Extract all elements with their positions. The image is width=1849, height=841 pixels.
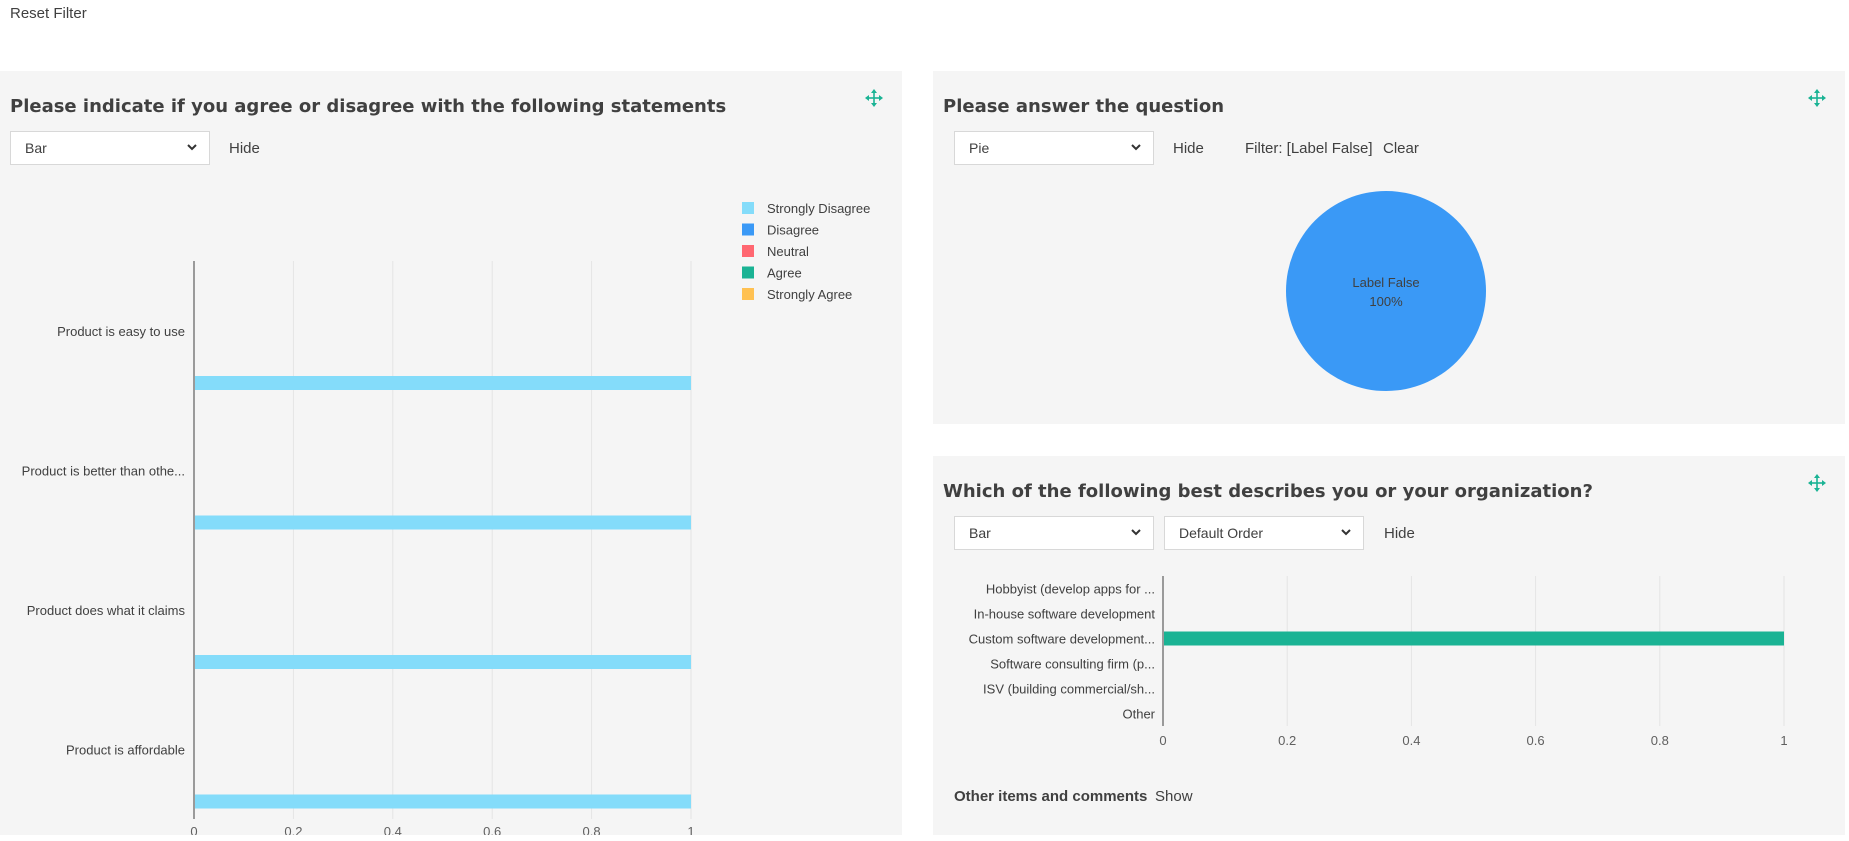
chart-type-select[interactable]: Pie — [954, 131, 1154, 165]
chart-type-value: Bar — [25, 140, 47, 156]
chevron-down-icon — [1131, 529, 1141, 536]
bar — [1164, 631, 1784, 646]
category-label: Product is affordable — [66, 743, 185, 758]
chart-type-select[interactable]: Bar — [954, 516, 1154, 550]
x-tick-label: 0.2 — [284, 824, 302, 835]
agreement-bar-chart: 0 0.2 0.4 0.6 0.8 1 Product is easy to use Prod… — [22, 201, 871, 835]
category-label: Other — [1122, 707, 1155, 722]
x-tick-label: 0.6 — [483, 824, 501, 835]
legend-label: Neutral — [767, 244, 809, 259]
other-items-label: Other items and comments — [954, 788, 1148, 805]
bar-strongly-disagree — [195, 655, 691, 669]
organization-bar-chart: 0 0.2 0.4 0.6 0.8 1 Hobbyist (develop apps for… — [969, 576, 1788, 748]
x-tick-label: 0.6 — [1527, 733, 1545, 748]
pie-percent-label: 100% — [1369, 294, 1403, 309]
answer-question-panel: Please answer the question Pie Hide Filt… — [933, 71, 1845, 424]
panel-title: Please indicate if you agree or disagree… — [10, 96, 727, 117]
chart-type-value: Bar — [969, 525, 991, 541]
legend-swatch — [742, 223, 754, 236]
x-tick-label: 0.4 — [1402, 733, 1420, 748]
x-tick-label: 0.2 — [1278, 733, 1296, 748]
clear-filter-button[interactable]: Clear — [1383, 140, 1419, 157]
x-tick-label: 0 — [190, 824, 197, 835]
legend-label: Strongly Disagree — [767, 201, 870, 216]
chevron-down-icon — [1131, 144, 1141, 151]
legend-label: Strongly Agree — [767, 287, 852, 302]
x-tick-label: 0.8 — [583, 824, 601, 835]
legend-label: Agree — [767, 266, 802, 281]
chevron-down-icon — [187, 144, 197, 151]
bar-strongly-disagree — [195, 794, 691, 809]
x-tick-label: 0.8 — [1651, 733, 1669, 748]
legend-swatch — [742, 266, 754, 279]
chart-type-value: Pie — [969, 140, 990, 156]
x-tick-label: 0 — [1159, 733, 1166, 748]
x-tick-label: 1 — [687, 824, 694, 835]
reset-filter-button[interactable]: Reset Filter — [10, 5, 87, 22]
category-label: In-house software development — [974, 607, 1156, 622]
pie-slice — [1286, 191, 1486, 391]
filter-label: Filter: [Label False] — [1245, 140, 1373, 157]
pie-label: Label False — [1352, 275, 1419, 290]
legend-swatch — [742, 288, 754, 300]
panel-title: Please answer the question — [943, 96, 1225, 117]
order-select[interactable]: Default Order — [1164, 516, 1364, 550]
category-label: Custom software development... — [969, 632, 1155, 647]
move-icon[interactable] — [1808, 474, 1826, 492]
legend-swatch — [742, 202, 754, 214]
show-button[interactable]: Show — [1155, 788, 1193, 805]
legend-label: Disagree — [767, 223, 819, 238]
x-tick-label: 0.4 — [384, 824, 402, 835]
panel-title: Which of the following best describes yo… — [943, 481, 1593, 502]
agree-disagree-panel: Please indicate if you agree or disagree… — [0, 71, 902, 835]
chevron-down-icon — [1341, 529, 1351, 536]
category-label: Product is easy to use — [57, 324, 185, 339]
order-value: Default Order — [1179, 525, 1264, 541]
category-label: Software consulting firm (p... — [990, 657, 1155, 672]
category-label: Hobbyist (develop apps for ... — [986, 582, 1155, 597]
organization-panel: Which of the following best describes yo… — [933, 456, 1845, 835]
hide-button[interactable]: Hide — [229, 140, 260, 157]
move-icon[interactable] — [865, 89, 883, 107]
hide-button[interactable]: Hide — [1173, 140, 1204, 157]
legend-swatch — [742, 245, 754, 257]
move-icon[interactable] — [1808, 89, 1826, 107]
hide-button[interactable]: Hide — [1384, 525, 1415, 542]
category-label: Product does what it claims — [27, 603, 186, 618]
category-label: Product is better than othe... — [22, 464, 185, 479]
category-label: ISV (building commercial/sh... — [983, 682, 1155, 697]
x-tick-label: 1 — [1780, 733, 1787, 748]
bar-strongly-disagree — [195, 515, 691, 530]
chart-type-select[interactable]: Bar — [10, 131, 210, 165]
answer-pie-chart: Label False 100% — [1286, 191, 1486, 391]
bar-strongly-disagree — [195, 376, 691, 390]
